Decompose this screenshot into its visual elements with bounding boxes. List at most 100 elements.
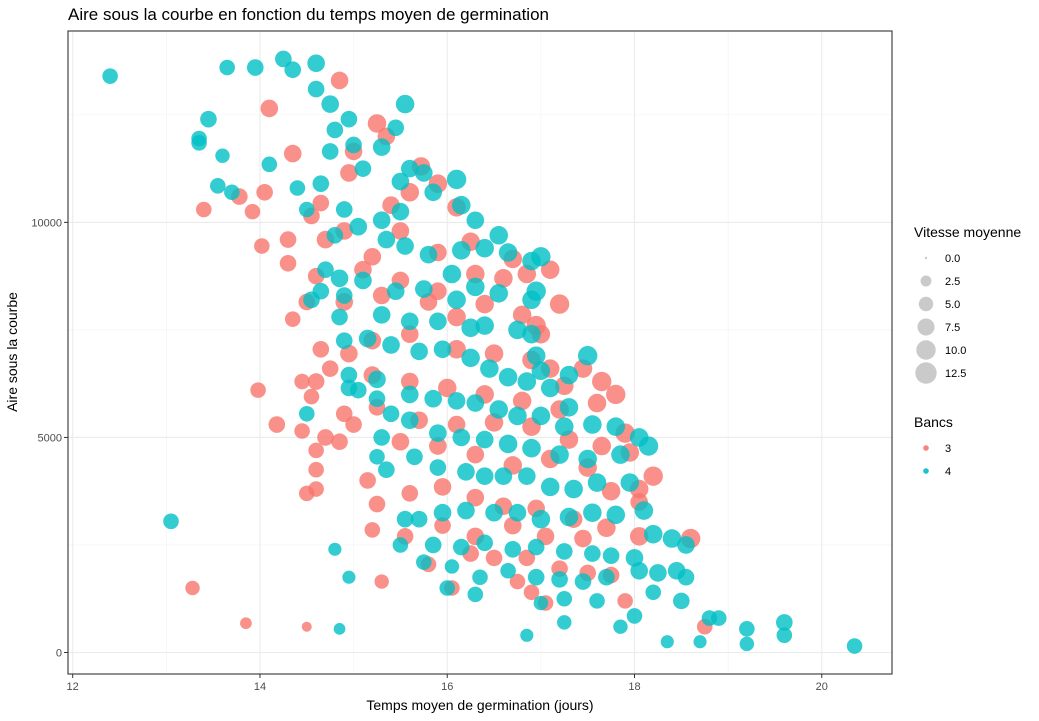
data-point xyxy=(444,559,460,574)
data-point xyxy=(340,164,358,182)
data-point xyxy=(629,527,649,546)
data-point xyxy=(261,156,278,173)
data-point xyxy=(340,110,358,128)
data-point xyxy=(584,545,601,562)
data-point xyxy=(489,400,508,419)
data-point xyxy=(523,584,540,601)
data-point xyxy=(215,148,230,163)
data-point xyxy=(587,473,607,492)
size-legend-label: 2.5 xyxy=(945,276,960,288)
data-point xyxy=(598,568,615,586)
x-tick-label: 14 xyxy=(254,681,266,693)
data-point xyxy=(452,428,471,447)
data-point xyxy=(424,536,442,554)
data-point xyxy=(518,467,536,485)
data-point xyxy=(626,608,643,624)
data-point xyxy=(373,429,390,446)
data-point xyxy=(693,635,707,649)
data-point xyxy=(372,211,391,230)
data-point xyxy=(434,517,451,534)
data-point xyxy=(551,571,568,588)
data-point xyxy=(308,461,324,478)
data-point xyxy=(433,340,452,359)
data-point xyxy=(592,371,612,392)
data-point xyxy=(246,59,264,76)
data-point xyxy=(589,593,605,609)
data-point xyxy=(452,195,471,215)
x-tick-label: 20 xyxy=(816,681,828,693)
data-point xyxy=(307,80,325,98)
data-point xyxy=(359,472,376,489)
data-point xyxy=(527,568,545,586)
data-point xyxy=(447,392,466,410)
data-point xyxy=(677,536,695,554)
data-point xyxy=(447,307,466,327)
data-point xyxy=(307,54,325,73)
data-point xyxy=(433,478,452,496)
data-point xyxy=(396,510,414,528)
data-point xyxy=(643,524,663,544)
size-legend-label: 10.0 xyxy=(945,345,966,357)
data-point xyxy=(349,381,367,399)
data-point xyxy=(372,286,391,305)
data-point xyxy=(606,505,626,525)
data-point xyxy=(400,325,419,344)
data-point xyxy=(630,561,648,580)
data-point xyxy=(406,448,423,466)
data-point xyxy=(185,580,200,596)
data-point xyxy=(476,534,493,552)
data-point xyxy=(326,226,344,244)
data-point xyxy=(466,445,485,464)
data-point xyxy=(475,430,494,449)
data-point xyxy=(509,573,526,590)
data-point xyxy=(391,432,410,451)
x-tick-label: 18 xyxy=(628,681,640,693)
data-point xyxy=(326,121,344,139)
data-point xyxy=(368,495,386,513)
data-point xyxy=(522,290,541,310)
data-point xyxy=(452,538,470,556)
data-point xyxy=(191,130,207,147)
data-point xyxy=(349,217,368,236)
data-point xyxy=(508,406,527,426)
data-point xyxy=(439,580,456,596)
data-point xyxy=(301,621,312,632)
x-tick-label: 12 xyxy=(67,681,79,693)
data-point xyxy=(415,164,433,182)
data-point xyxy=(200,110,217,128)
data-point xyxy=(331,308,348,326)
data-point xyxy=(330,269,349,288)
data-point xyxy=(508,320,527,340)
size-legend-title: Vitesse moyenne xyxy=(914,224,1021,240)
data-point xyxy=(475,294,494,314)
data-point xyxy=(447,290,466,310)
data-point xyxy=(574,573,592,590)
size-legend-key xyxy=(918,296,934,312)
data-point xyxy=(587,393,607,413)
data-point xyxy=(557,615,572,630)
data-point xyxy=(583,503,602,522)
data-point xyxy=(457,463,475,481)
size-legend-label: 12.5 xyxy=(945,368,966,380)
data-point xyxy=(424,183,442,202)
data-point xyxy=(372,138,391,156)
data-point xyxy=(342,570,356,584)
data-point xyxy=(485,549,503,567)
data-point xyxy=(333,622,346,635)
y-tick-label: 0 xyxy=(56,647,62,659)
data-point xyxy=(504,540,522,558)
data-point xyxy=(452,241,471,260)
data-point xyxy=(307,373,325,390)
data-point xyxy=(391,172,410,191)
data-point xyxy=(377,230,396,249)
data-point xyxy=(559,507,579,527)
data-point xyxy=(555,543,573,560)
color-legend-label: 4 xyxy=(945,466,951,478)
data-point xyxy=(312,194,330,212)
data-point xyxy=(312,340,330,358)
y-axis-title: Aire sous la courbe xyxy=(4,292,20,412)
data-point xyxy=(331,433,348,451)
data-point xyxy=(429,312,447,331)
data-point xyxy=(374,574,389,589)
data-point xyxy=(485,503,503,522)
